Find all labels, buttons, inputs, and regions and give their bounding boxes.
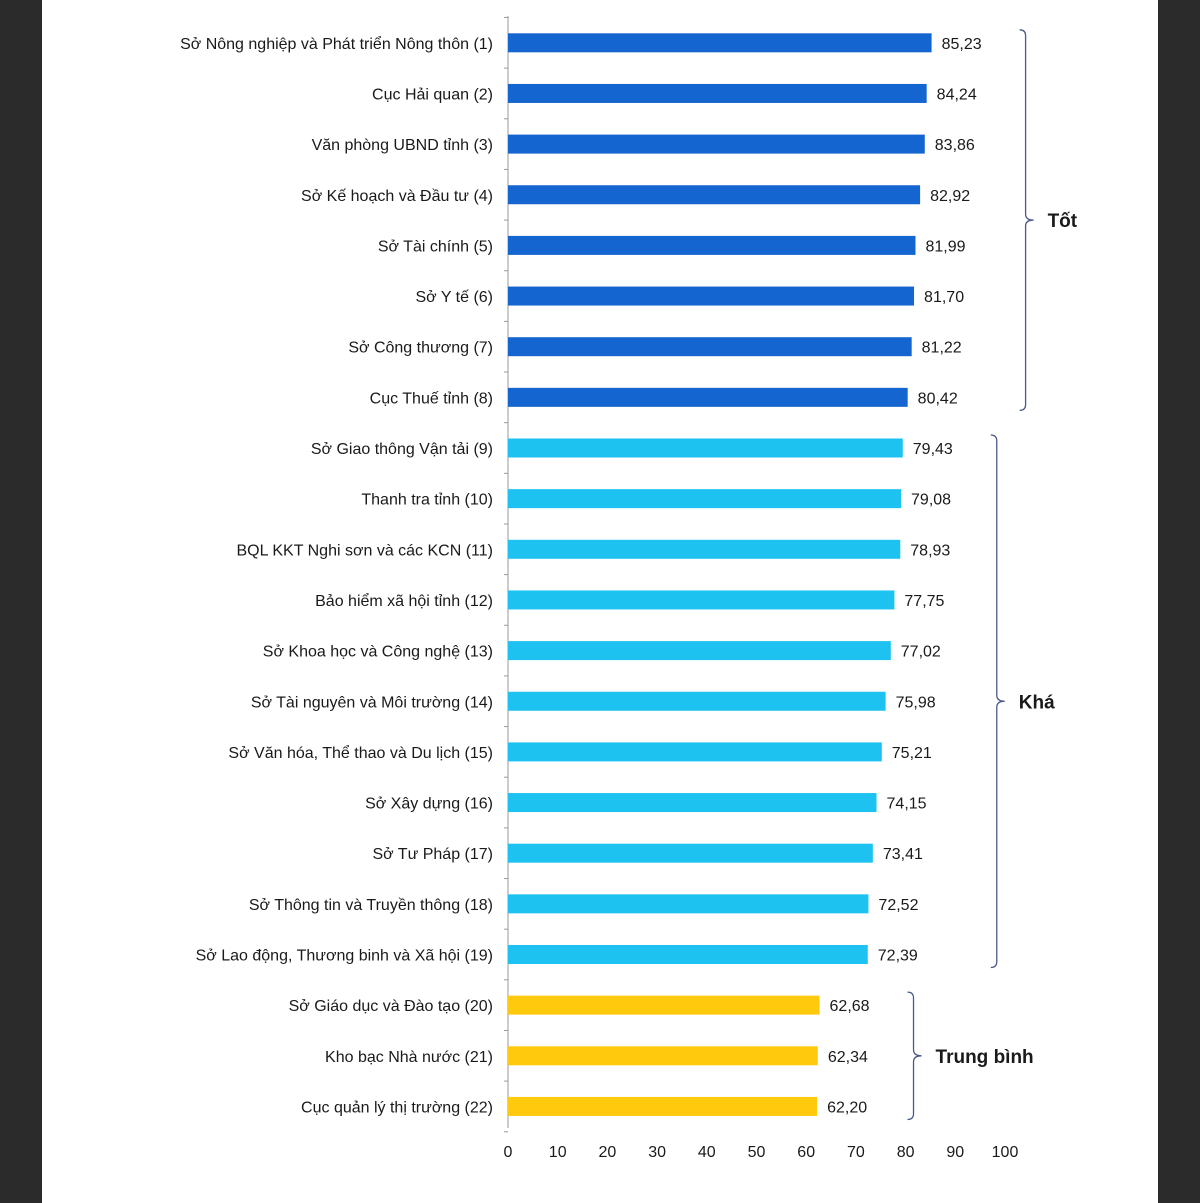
bar — [508, 641, 891, 661]
bar — [508, 438, 903, 458]
category-label: Sở Giao thông Vận tải (9) — [311, 441, 493, 458]
bar — [508, 387, 908, 407]
value-label: 79,08 — [911, 492, 951, 509]
x-tick-label: 10 — [549, 1144, 567, 1161]
value-label: 80,42 — [918, 390, 958, 407]
x-tick-label: 20 — [599, 1144, 617, 1161]
value-label: 81,99 — [925, 238, 965, 255]
bar — [508, 843, 873, 863]
value-label: 79,43 — [913, 441, 953, 458]
value-label: 62,34 — [828, 1049, 868, 1066]
category-label: Cục Hải quan (2) — [372, 86, 493, 103]
group-label: Trung bình — [936, 1047, 1034, 1068]
category-label: Cục Thuế tỉnh (8) — [370, 390, 493, 407]
value-label: 62,68 — [830, 998, 870, 1015]
bar — [508, 1096, 818, 1116]
value-label: 78,93 — [910, 542, 950, 559]
value-label: 81,70 — [924, 289, 964, 306]
category-label: Bảo hiểm xã hội tỉnh (12) — [315, 592, 493, 610]
value-label: 81,22 — [922, 340, 962, 357]
group-label: Tốt — [1048, 211, 1078, 232]
bar — [508, 1046, 818, 1066]
bar — [508, 691, 886, 711]
category-label: BQL KKT Nghi sơn và các KCN (11) — [236, 542, 493, 559]
value-label: 62,20 — [827, 1099, 867, 1116]
value-label: 75,21 — [892, 745, 932, 762]
value-label: 77,75 — [904, 593, 944, 610]
bar — [508, 894, 869, 914]
x-tick-label: 100 — [992, 1144, 1019, 1161]
bar — [508, 185, 921, 205]
value-label: 85,23 — [942, 36, 982, 53]
bar — [508, 793, 877, 813]
category-label: Sở Tài nguyên và Môi trường (14) — [251, 694, 493, 711]
category-label: Sở Y tế (6) — [416, 289, 494, 306]
x-tick-label: 70 — [847, 1144, 865, 1161]
value-label: 74,15 — [887, 796, 927, 813]
value-label: 82,92 — [930, 188, 970, 205]
value-label: 75,98 — [896, 694, 936, 711]
group-bracket — [1019, 29, 1034, 411]
bar — [508, 235, 916, 255]
bar — [508, 337, 912, 357]
category-label: Cục quản lý thị trường (22) — [301, 1099, 493, 1116]
bar — [508, 33, 932, 53]
value-label: 72,52 — [878, 897, 918, 914]
bar — [508, 539, 901, 559]
category-label: Sở Xây dựng (16) — [365, 796, 493, 813]
category-label: Thanh tra tỉnh (10) — [361, 492, 493, 509]
value-label: 73,41 — [883, 846, 923, 863]
group-label: Khá — [1019, 692, 1055, 713]
x-tick-label: 40 — [698, 1144, 716, 1161]
category-label: Sở Tài chính (5) — [378, 238, 493, 255]
bar — [508, 590, 895, 610]
bar — [508, 995, 820, 1015]
category-label: Sở Công thương (7) — [348, 340, 493, 357]
category-label: Sở Tư Pháp (17) — [372, 846, 493, 863]
group-bracket — [990, 434, 1005, 969]
category-label: Sở Khoa học và Công nghệ (13) — [263, 644, 493, 661]
category-label: Văn phòng UBND tỉnh (3) — [312, 137, 493, 154]
category-label: Sở Thông tin và Truyền thông (18) — [249, 897, 493, 914]
category-label: Sở Nông nghiệp và Phát triển Nông thôn (… — [180, 35, 493, 53]
category-label: Sở Văn hóa, Thể thao và Du lịch (15) — [228, 744, 493, 762]
bar — [508, 286, 915, 306]
x-tick-label: 60 — [797, 1144, 815, 1161]
x-tick-label: 30 — [648, 1144, 666, 1161]
category-label: Sở Giáo dục và Đào tạo (20) — [289, 998, 493, 1015]
value-label: 83,86 — [935, 137, 975, 154]
value-label: 77,02 — [901, 644, 941, 661]
category-label: Kho bạc Nhà nước (21) — [325, 1049, 493, 1066]
bar — [508, 83, 927, 103]
bar — [508, 134, 925, 154]
x-tick-label: 90 — [946, 1144, 964, 1161]
value-label: 72,39 — [878, 948, 918, 965]
value-label: 84,24 — [937, 86, 977, 103]
category-label: Sở Kế hoạch và Đầu tư (4) — [301, 188, 493, 205]
bar-chart: Sở Nông nghiệp và Phát triển Nông thôn (… — [180, 16, 1078, 1161]
bar — [508, 489, 902, 509]
bar — [508, 742, 882, 762]
x-tick-label: 80 — [897, 1144, 915, 1161]
x-tick-label: 50 — [748, 1144, 766, 1161]
x-tick-label: 0 — [504, 1144, 513, 1161]
group-bracket — [907, 991, 922, 1121]
chart-panel: Sở Nông nghiệp và Phát triển Nông thôn (… — [42, 0, 1158, 1203]
category-label: Sở Lao động, Thương binh và Xã hội (19) — [196, 948, 493, 965]
bar — [508, 945, 868, 964]
